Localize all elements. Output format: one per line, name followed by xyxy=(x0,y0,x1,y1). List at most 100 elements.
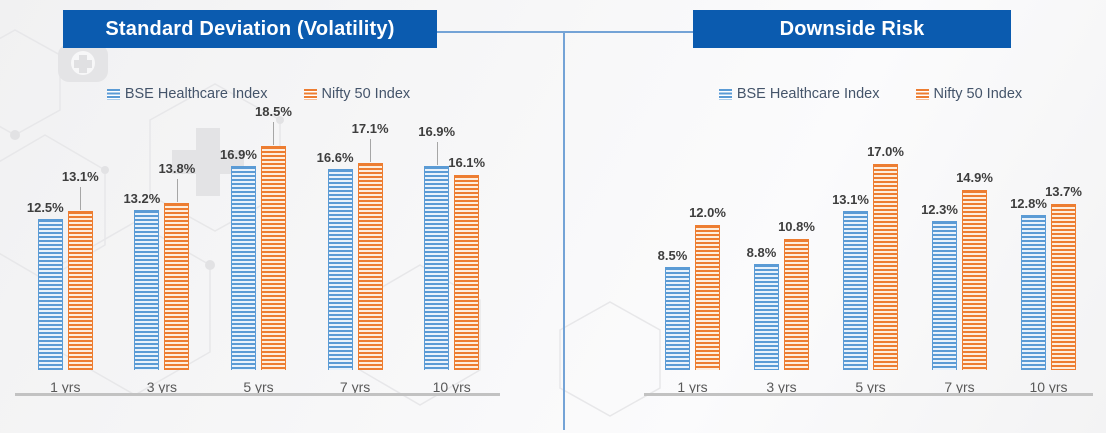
bar-nifty-50-index-1-yrs xyxy=(67,211,93,370)
value-label-bse-healthcare-index-3-yrs: 8.8% xyxy=(746,245,777,260)
legend-label: BSE Healthcare Index xyxy=(736,86,880,102)
value-label-nifty-50-index-1-yrs: 12.0% xyxy=(689,205,726,220)
bar-group-10-yrs: 12.8% 13.7% 10 yrs xyxy=(1010,184,1082,395)
bar-bse-healthcare-index-5-yrs xyxy=(230,166,256,370)
label-leader-line xyxy=(273,122,275,145)
x-axis-label-5-yrs: 5 yrs xyxy=(855,379,886,395)
x-axis-label-7-yrs: 7 yrs xyxy=(339,379,371,395)
title-connector-line xyxy=(437,31,694,33)
bar-bse-healthcare-index-3-yrs xyxy=(754,264,779,370)
bar-group-5-yrs: 13.1% 17.0% 5 yrs xyxy=(832,144,904,395)
right-chart-title-banner: Downside Risk xyxy=(693,10,1011,48)
x-axis-label-5-yrs: 5 yrs xyxy=(243,379,274,395)
bar-slot-bse-healthcare-index: 16.6% xyxy=(317,150,354,370)
value-label-nifty-50-index-5-yrs: 18.5% xyxy=(255,104,292,119)
bar-nifty-50-index-7-yrs xyxy=(357,163,383,370)
bar-pair: 16.9% 18.5% xyxy=(220,104,292,370)
bar-group-1-yrs: 12.5% 13.1% 1 yrs xyxy=(27,169,99,395)
value-label-nifty-50-index-10-yrs: 13.7% xyxy=(1045,184,1082,199)
legend-item-nifty-50-index: Nifty 50 Index xyxy=(303,86,411,102)
x-axis-label-10-yrs: 10 yrs xyxy=(432,379,471,395)
legend-swatch-bse-healthcare-index xyxy=(106,88,120,100)
bar-slot-nifty-50-index: 13.8% xyxy=(158,161,195,370)
bar-group-10-yrs: 16.9% 16.1% 10 yrs xyxy=(418,124,485,395)
bar-bse-healthcare-index-10-yrs xyxy=(424,166,450,370)
bar-bse-healthcare-index-1-yrs xyxy=(665,267,690,370)
bar-pair: 13.1% 17.0% xyxy=(832,144,904,370)
bar-slot-bse-healthcare-index: 12.3% xyxy=(921,202,958,370)
left-chart-plot-area: 12.5% 13.1% 1 yrs 13.2% 13.8% 3 yrs 16.9% 18.5%… xyxy=(17,104,500,395)
bar-slot-bse-healthcare-index: 13.1% xyxy=(832,192,869,370)
bar-nifty-50-index-7-yrs xyxy=(962,190,987,370)
left-chart-title: Standard Deviation (Volatility) xyxy=(105,17,395,40)
bar-slot-bse-healthcare-index: 12.5% xyxy=(27,200,64,370)
bar-slot-bse-healthcare-index: 8.5% xyxy=(658,248,690,370)
value-label-nifty-50-index-5-yrs: 17.0% xyxy=(867,144,904,159)
health-app-badge-icon xyxy=(58,44,108,82)
bar-slot-nifty-50-index: 17.1% xyxy=(352,121,389,370)
right-chart-legend: BSE Healthcare Index Nifty 50 Index xyxy=(648,86,1093,102)
left-chart-legend: BSE Healthcare Index Nifty 50 Index xyxy=(17,86,500,102)
bar-slot-bse-healthcare-index: 8.8% xyxy=(747,245,779,370)
bar-nifty-50-index-3-yrs xyxy=(784,239,809,370)
bar-slot-bse-healthcare-index: 16.9% xyxy=(220,147,257,370)
bar-pair: 8.8% 10.8% xyxy=(747,219,815,370)
value-label-bse-healthcare-index-1-yrs: 12.5% xyxy=(26,200,64,215)
bar-nifty-50-index-10-yrs xyxy=(454,175,480,370)
bar-slot-bse-healthcare-index: 13.2% xyxy=(123,191,160,370)
value-label-nifty-50-index-10-yrs: 16.1% xyxy=(448,155,486,170)
bar-bse-healthcare-index-5-yrs xyxy=(843,211,868,370)
x-axis-label-3-yrs: 3 yrs xyxy=(766,379,797,395)
bar-slot-nifty-50-index: 13.1% xyxy=(62,169,99,370)
value-label-bse-healthcare-index-10-yrs: 16.9% xyxy=(418,124,456,139)
bar-group-7-yrs: 16.6% 17.1% 7 yrs xyxy=(317,121,389,395)
legend-item-bse-healthcare-index: BSE Healthcare Index xyxy=(106,86,268,102)
x-axis-label-1-yrs: 1 yrs xyxy=(677,379,708,395)
panel-divider-line xyxy=(563,31,565,430)
legend-label: Nifty 50 Index xyxy=(933,86,1023,102)
right-chart-title: Downside Risk xyxy=(779,17,925,40)
bar-pair: 12.5% 13.1% xyxy=(27,169,99,370)
right-chart: 8.5% 12.0% 1 yrs 8.8% 10.8% 3 yrs 13.1% 17.0% 5 … xyxy=(644,118,1093,428)
bar-pair: 16.6% 17.1% xyxy=(317,121,389,370)
bar-bse-healthcare-index-7-yrs xyxy=(327,169,353,370)
legend-swatch-bse-healthcare-index xyxy=(718,88,732,100)
value-label-nifty-50-index-7-yrs: 17.1% xyxy=(351,121,389,136)
bar-slot-nifty-50-index: 14.9% xyxy=(956,170,993,370)
value-label-nifty-50-index-1-yrs: 13.1% xyxy=(61,169,99,184)
legend-label: Nifty 50 Index xyxy=(321,86,411,102)
legend-item-nifty-50-index: Nifty 50 Index xyxy=(915,86,1023,102)
legend-item-bse-healthcare-index: BSE Healthcare Index xyxy=(718,86,880,102)
bar-slot-nifty-50-index: 18.5% xyxy=(255,104,292,370)
legend-label: BSE Healthcare Index xyxy=(124,86,268,102)
value-label-nifty-50-index-7-yrs: 14.9% xyxy=(956,170,993,185)
value-label-bse-healthcare-index-1-yrs: 8.5% xyxy=(657,248,688,263)
value-label-bse-healthcare-index-3-yrs: 13.2% xyxy=(123,191,161,206)
bar-nifty-50-index-3-yrs xyxy=(164,203,190,370)
value-label-nifty-50-index-3-yrs: 10.8% xyxy=(778,219,815,234)
left-chart-title-banner: Standard Deviation (Volatility) xyxy=(63,10,437,48)
value-label-bse-healthcare-index-10-yrs: 12.8% xyxy=(1010,196,1047,211)
bar-bse-healthcare-index-3-yrs xyxy=(134,210,160,370)
value-label-bse-healthcare-index-5-yrs: 16.9% xyxy=(220,147,257,162)
bar-nifty-50-index-5-yrs xyxy=(873,164,898,370)
bar-pair: 16.9% 16.1% xyxy=(418,124,485,370)
bar-nifty-50-index-5-yrs xyxy=(260,146,286,370)
right-chart-x-axis-line xyxy=(644,393,1093,396)
bar-slot-nifty-50-index: 12.0% xyxy=(689,205,726,370)
bar-slot-nifty-50-index: 10.8% xyxy=(778,219,815,370)
bar-slot-bse-healthcare-index: 12.8% xyxy=(1010,196,1047,370)
x-axis-label-7-yrs: 7 yrs xyxy=(944,379,975,395)
right-chart-plot-area: 8.5% 12.0% 1 yrs 8.8% 10.8% 3 yrs 13.1% 17.0% 5 … xyxy=(648,118,1093,395)
value-label-nifty-50-index-3-yrs: 13.8% xyxy=(158,161,196,176)
x-axis-label-3-yrs: 3 yrs xyxy=(146,379,178,395)
label-leader-line xyxy=(436,142,438,165)
value-label-bse-healthcare-index-7-yrs: 12.3% xyxy=(921,202,958,217)
bar-slot-nifty-50-index: 17.0% xyxy=(867,144,904,370)
bar-slot-nifty-50-index: 13.7% xyxy=(1045,184,1082,370)
bar-pair: 13.2% 13.8% xyxy=(123,161,195,370)
x-axis-label-10-yrs: 10 yrs xyxy=(1029,379,1068,395)
bar-group-3-yrs: 13.2% 13.8% 3 yrs xyxy=(123,161,195,395)
bar-nifty-50-index-10-yrs xyxy=(1051,204,1076,370)
bar-bse-healthcare-index-10-yrs xyxy=(1021,215,1046,370)
